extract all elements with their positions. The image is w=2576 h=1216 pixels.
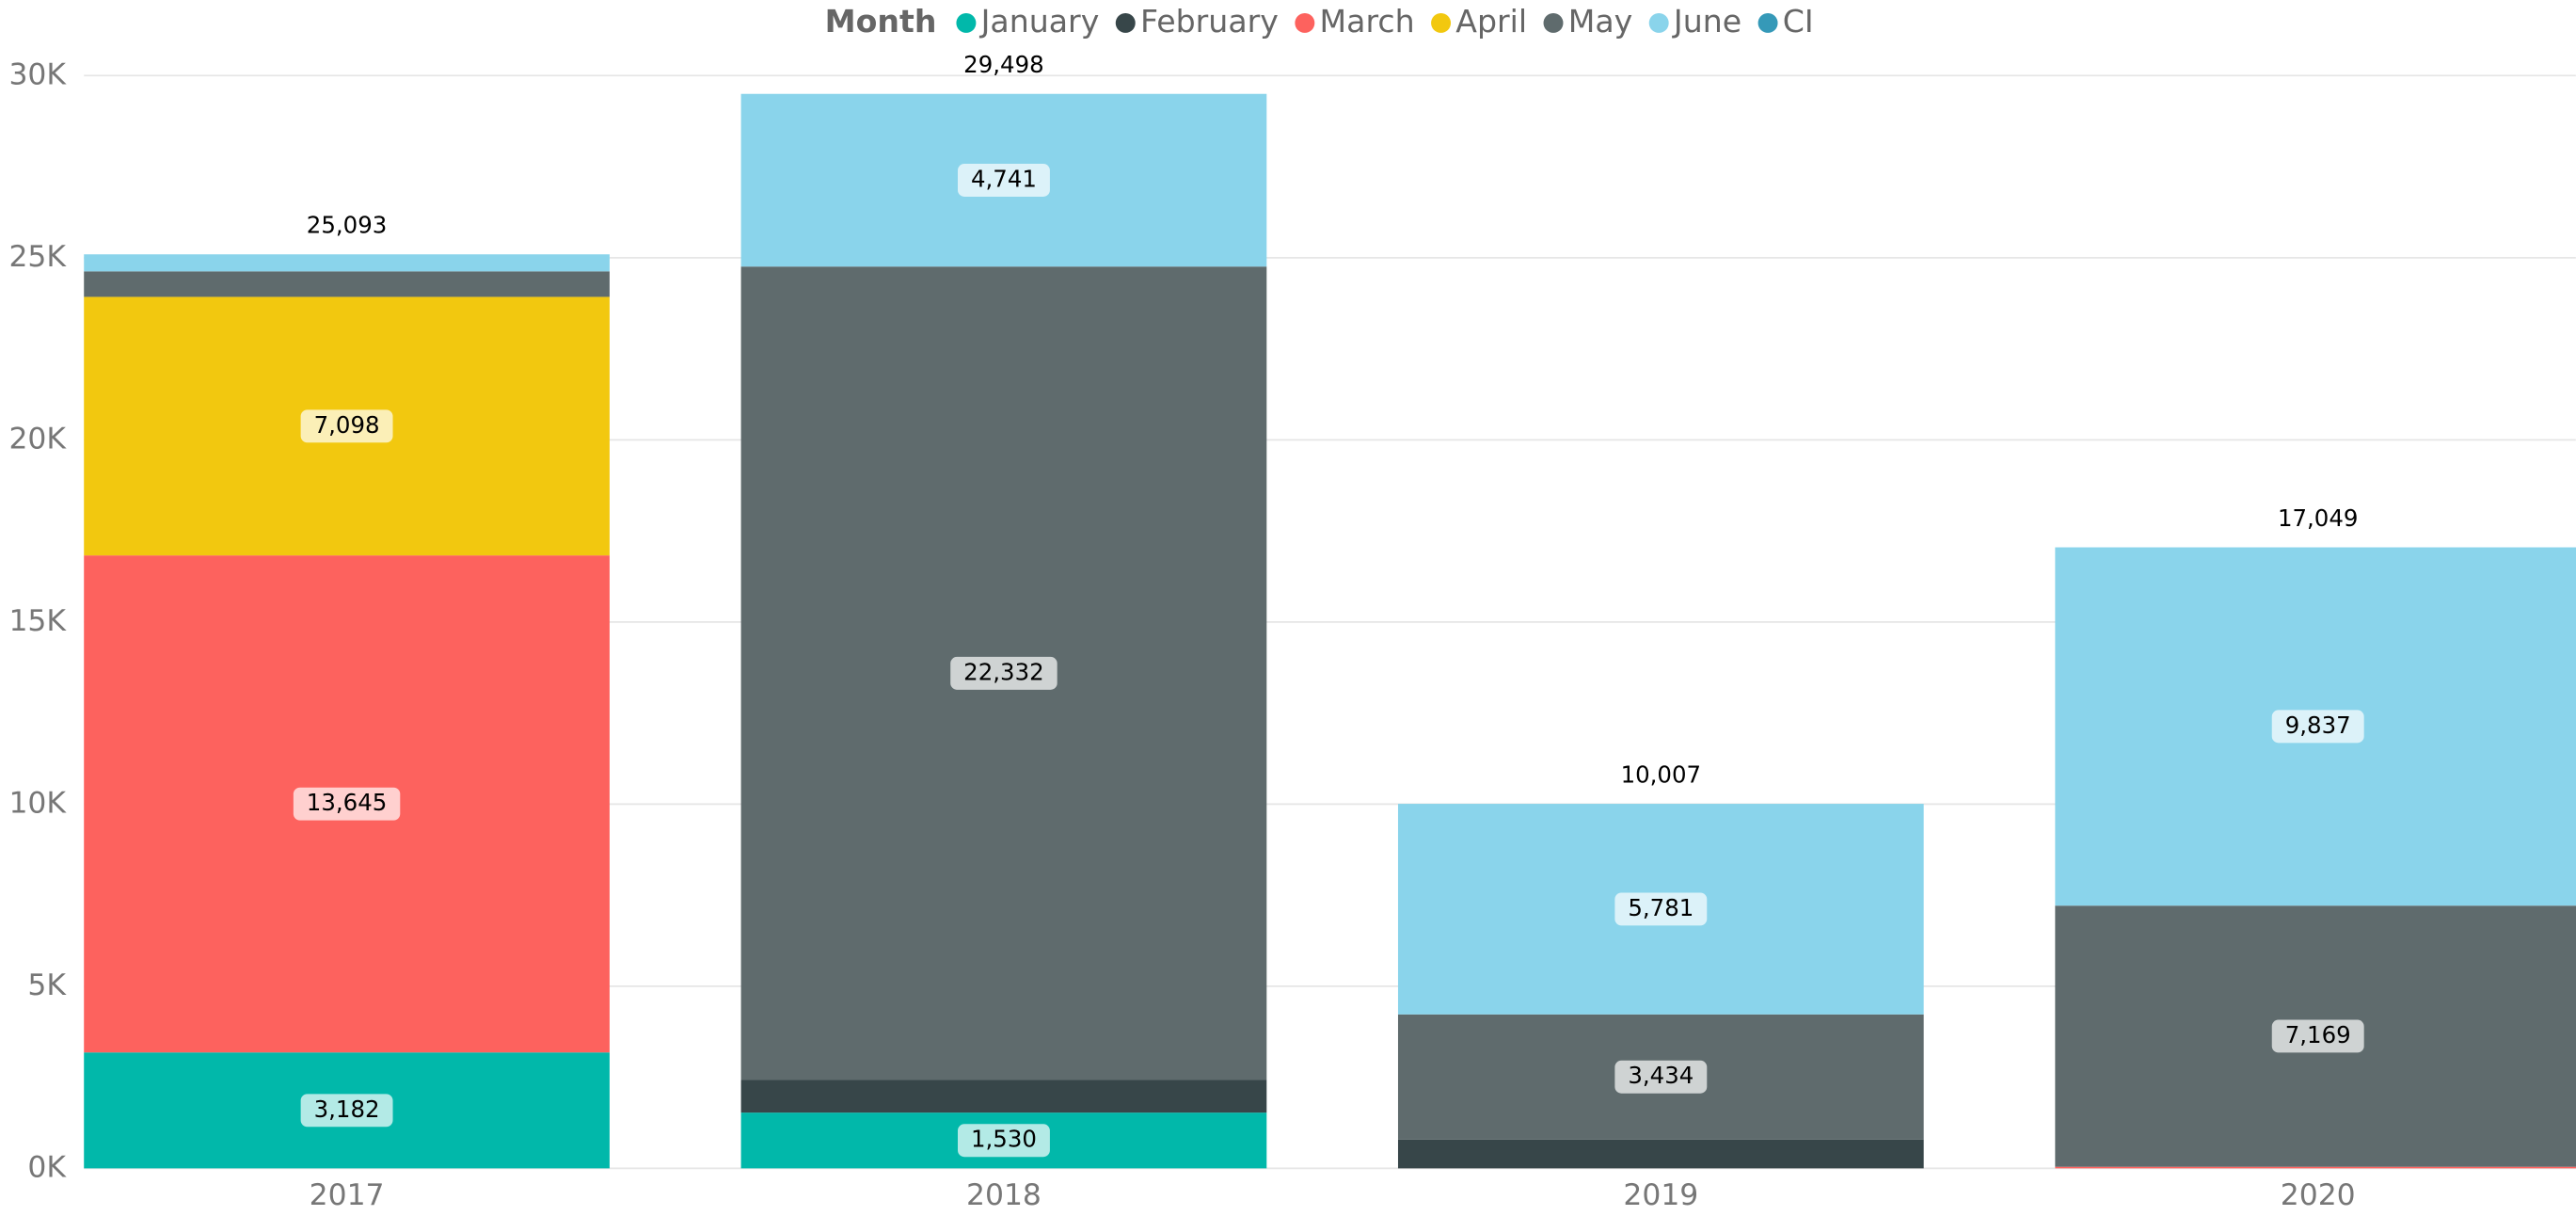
data-label-text: 1,530 — [971, 1126, 1037, 1153]
legend-marker — [1295, 12, 1315, 33]
data-label-box — [957, 164, 1050, 197]
data-label-text: 5,781 — [1628, 894, 1693, 921]
y-tick-label: 15K — [8, 604, 67, 638]
data-label-text: 7,098 — [314, 411, 380, 439]
bar-segment — [84, 271, 610, 297]
bar-segment — [2055, 1166, 2576, 1169]
data-label: 1,530 — [957, 1124, 1050, 1158]
data-label-text: 13,645 — [307, 789, 388, 816]
data-label-text: 9,837 — [2285, 712, 2351, 739]
data-label-box — [2271, 710, 2364, 744]
total-label: 17,049 — [2278, 504, 2359, 532]
data-label-box — [2271, 1019, 2364, 1053]
data-label-text: 3,182 — [314, 1096, 380, 1123]
y-tick-label: 0K — [27, 1150, 67, 1184]
data-label-box — [950, 656, 1057, 690]
data-label: 9,837 — [2271, 710, 2364, 744]
data-label-box — [300, 1094, 393, 1128]
bar-segment — [740, 1080, 1267, 1113]
x-tick-label: 2019 — [1623, 1178, 1698, 1212]
data-label: 7,169 — [2271, 1019, 2364, 1053]
total-label: 10,007 — [1621, 760, 1702, 788]
data-label-box — [293, 787, 401, 821]
data-label-box — [300, 409, 393, 443]
data-label-box — [1614, 892, 1708, 926]
legend-label: March — [1320, 3, 1415, 40]
legend-marker — [1543, 12, 1564, 33]
legend-label: February — [1140, 3, 1279, 40]
x-tick-label: 2018 — [966, 1178, 1042, 1212]
y-tick-label: 25K — [8, 240, 67, 274]
x-tick-label: 2017 — [310, 1178, 385, 1212]
data-label: 13,645 — [293, 787, 401, 821]
data-label: 4,741 — [957, 164, 1050, 197]
data-label-box — [1614, 1060, 1708, 1094]
data-label: 7,098 — [300, 409, 393, 443]
y-tick-label: 20K — [8, 422, 67, 456]
legend-marker — [956, 12, 977, 33]
legend-title: Month — [825, 3, 937, 40]
total-label: 29,498 — [963, 51, 1044, 78]
data-label-text: 3,434 — [1628, 1062, 1693, 1089]
legend-label: April — [1455, 3, 1527, 40]
y-tick-label: 10K — [8, 786, 67, 820]
legend-marker — [1757, 12, 1778, 33]
legend-marker — [1431, 12, 1452, 33]
legend-marker — [1648, 12, 1669, 33]
data-label-box — [957, 1124, 1050, 1158]
legend-label: CI — [1783, 3, 1814, 40]
legend-label: June — [1672, 3, 1741, 40]
y-tick-label: 5K — [27, 968, 67, 1002]
data-label: 22,332 — [950, 656, 1057, 690]
data-label: 3,182 — [300, 1094, 393, 1128]
legend-label: May — [1568, 3, 1633, 40]
legend-label: January — [979, 3, 1100, 40]
total-label: 25,093 — [307, 212, 388, 239]
y-tick-label: 30K — [8, 57, 67, 91]
legend-marker — [1115, 12, 1136, 33]
data-label: 5,781 — [1614, 892, 1708, 926]
x-tick-label: 2020 — [2281, 1178, 2356, 1212]
bar-segment — [1397, 1139, 1924, 1169]
data-label-text: 22,332 — [963, 658, 1044, 685]
data-label-text: 4,741 — [971, 165, 1037, 192]
data-label-text: 7,169 — [2285, 1021, 2351, 1048]
data-label: 3,434 — [1614, 1060, 1708, 1094]
bar-segment — [84, 254, 610, 272]
